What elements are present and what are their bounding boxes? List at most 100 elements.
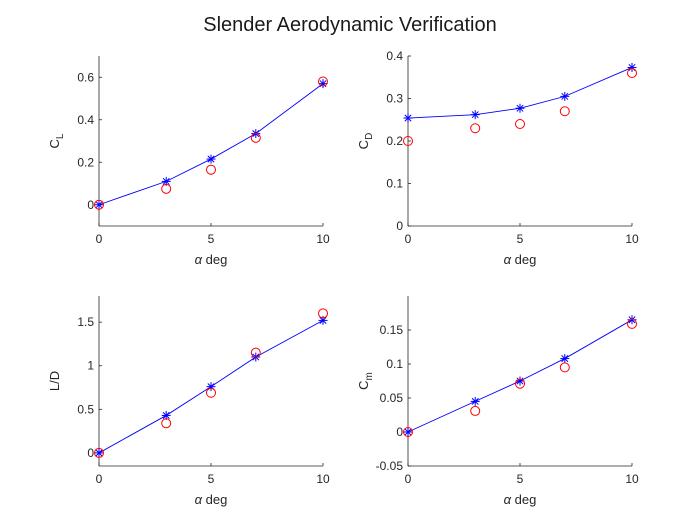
data-point-circle <box>161 418 172 429</box>
y-tick-label: 0.15 <box>380 323 404 337</box>
asterisk-stroke <box>471 111 479 119</box>
data-point-circle <box>94 447 104 458</box>
asterisk-stroke <box>404 428 412 436</box>
data-point-circle <box>515 378 525 389</box>
y-tick-label: 0 <box>396 425 403 439</box>
data-point-asterisk <box>403 427 413 437</box>
asterisk-stroke <box>628 63 636 72</box>
y-tick-label: 0.2 <box>77 155 94 169</box>
x-tick-label: 5 <box>517 232 524 246</box>
y-tick-label: 0.5 <box>77 402 94 416</box>
asterisk-stroke <box>95 449 103 457</box>
asterisk-stroke <box>471 397 479 405</box>
data-point-asterisk <box>515 376 525 386</box>
data-point-circle <box>94 199 104 210</box>
asterisk-stroke <box>561 92 569 100</box>
y-tick-label: 0.4 <box>386 49 403 63</box>
y-tick-label: 0.2 <box>386 134 403 148</box>
x-tick-label: 5 <box>208 232 215 246</box>
figure-title: Slender Aerodynamic Verification <box>203 14 497 36</box>
data-point-asterisk <box>318 315 328 325</box>
series-reference <box>403 68 637 146</box>
y-tick-label: 1 <box>87 359 94 373</box>
data-point-asterisk <box>206 154 216 164</box>
data-point-circle <box>161 183 172 194</box>
data-point-asterisk <box>470 110 480 120</box>
asterisk-stroke <box>162 411 170 419</box>
data-point-asterisk <box>515 103 525 113</box>
data-point-circle <box>515 119 525 129</box>
asterisk-stroke <box>516 104 524 112</box>
x-tick-label: 5 <box>517 472 524 486</box>
y-axis-label: CD <box>356 133 375 150</box>
asterisk-stroke <box>162 177 170 185</box>
y-tick-label: 0 <box>396 219 403 233</box>
x-tick-label: 10 <box>625 232 639 246</box>
x-tick-label: 0 <box>96 232 103 246</box>
data-point-asterisk <box>94 200 104 210</box>
series-line <box>98 83 324 206</box>
series-line <box>407 319 633 433</box>
data-point-circle <box>627 68 637 78</box>
y-tick-label: 0 <box>87 198 94 212</box>
data-point-circle <box>627 318 637 329</box>
series-model <box>403 62 637 123</box>
data-point-asterisk <box>560 91 570 101</box>
data-point-circle <box>403 427 413 437</box>
asterisk-stroke <box>95 201 103 209</box>
subplot-ld: 0 5 10 0 0.5 1 1.5 α deg L/D <box>47 296 330 507</box>
asterisk-stroke <box>516 377 524 385</box>
series-reference <box>94 308 328 458</box>
x-tick-label: 10 <box>625 472 639 486</box>
data-point-asterisk <box>94 448 104 458</box>
series-reference <box>94 76 328 210</box>
y-tick-label: 0 <box>87 446 94 460</box>
series-reference <box>403 318 637 437</box>
data-point-circle <box>250 132 261 143</box>
data-point-circle <box>318 76 328 87</box>
data-point-circle <box>470 123 481 134</box>
data-point-circle <box>250 347 261 358</box>
y-tick-label: 1.5 <box>77 315 94 329</box>
data-point-asterisk <box>560 354 570 364</box>
data-point-circle <box>559 362 570 373</box>
x-tick-label: 0 <box>405 472 412 486</box>
series-model <box>403 315 637 437</box>
x-tick-label: 10 <box>316 232 330 246</box>
x-axis-label: α deg <box>504 492 537 507</box>
data-point-asterisk <box>627 62 637 72</box>
x-tick-label: 0 <box>96 472 103 486</box>
asterisk-stroke <box>561 355 569 363</box>
x-tick-label: 10 <box>316 472 330 486</box>
x-axis-label: α deg <box>195 252 228 267</box>
data-point-asterisk <box>470 396 480 406</box>
x-tick-label: 5 <box>208 472 215 486</box>
y-tick-label: -0.05 <box>376 459 404 473</box>
data-point-circle <box>206 387 216 398</box>
y-axis-label: Cm <box>356 372 375 390</box>
data-point-asterisk <box>161 410 171 420</box>
x-axis-label: α deg <box>195 492 228 507</box>
y-tick-label: 0.1 <box>386 357 403 371</box>
data-point-circle <box>470 405 481 416</box>
y-axis-label: L/D <box>47 371 62 391</box>
x-tick-label: 0 <box>405 232 412 246</box>
y-tick-label: 0.05 <box>380 391 404 405</box>
asterisk-stroke <box>207 155 215 163</box>
data-point-asterisk <box>318 79 328 89</box>
series-model <box>94 79 328 210</box>
y-tick-label: 0.3 <box>386 92 403 106</box>
subplot-cl: 0 5 10 0 0.2 0.4 0.6 α deg CL <box>47 56 330 267</box>
series-model <box>94 315 328 458</box>
y-tick-label: 0.4 <box>77 113 94 127</box>
y-axis-label: CL <box>47 133 66 148</box>
y-tick-label: 0.6 <box>77 70 94 84</box>
y-tick-label: 0.1 <box>386 177 403 191</box>
subplot-cd: 0 5 10 0 0.1 0.2 0.3 0.4 α deg CD <box>356 49 639 267</box>
data-point-circle <box>559 106 570 117</box>
data-point-circle <box>403 136 413 146</box>
data-point-asterisk <box>403 113 413 123</box>
